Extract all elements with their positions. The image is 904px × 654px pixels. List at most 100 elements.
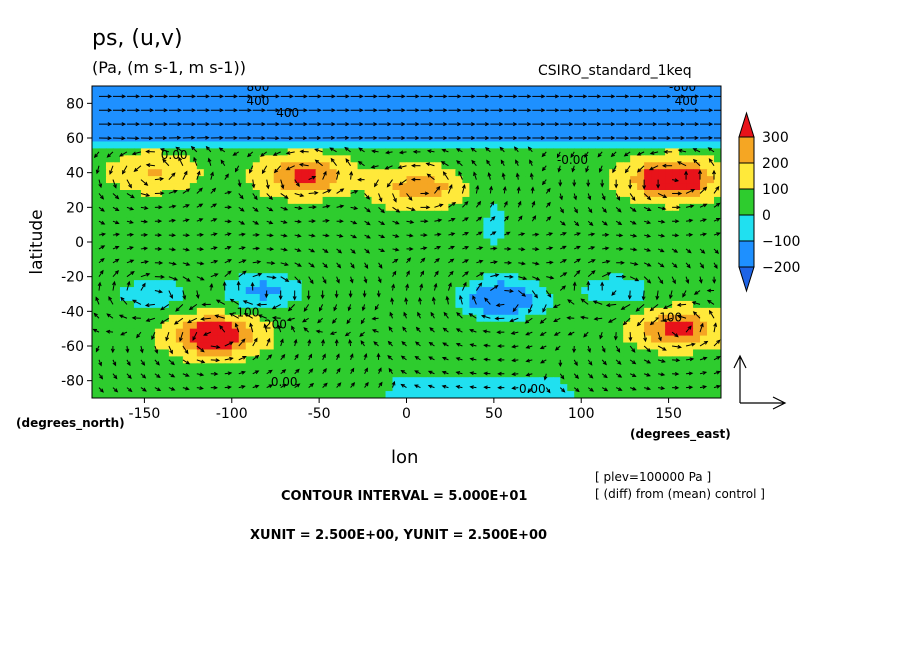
field-cell [287,273,296,281]
field-cell [630,363,638,371]
wind-arrow [322,189,332,194]
field-cell [259,141,268,149]
field-cell [259,273,268,281]
field-cell [525,252,533,260]
field-cell [490,169,498,177]
field-cell [119,266,128,274]
field-cell [203,238,212,247]
field-cell [707,273,715,281]
field-cell [497,377,505,385]
field-cell [217,245,226,253]
field-cell [630,356,638,364]
wind-arrow [524,317,533,324]
field-cell [322,245,331,253]
field-cell [672,294,680,302]
field-cell [679,273,687,281]
field-cell [413,141,422,149]
field-cell [203,113,212,122]
field-cell [518,370,526,378]
wind-arrow [529,172,534,180]
wind-arrow [615,345,621,353]
field-cell [518,300,526,309]
wind-arrow [238,232,246,237]
field-cell [294,238,303,247]
wind-arrow [434,94,448,99]
field-cell [609,391,617,398]
field-cell [273,231,282,240]
field-cell [455,328,464,337]
field-cell [210,294,219,302]
field-cell [532,377,540,385]
wind-arrow [490,122,504,127]
field-cell [574,203,582,212]
field-cell [602,307,610,316]
field-cell [525,328,533,337]
field-cell [392,169,401,177]
field-cell [182,307,191,316]
field-cell [245,328,254,337]
field-cell [119,280,128,288]
field-cell [539,349,547,357]
field-cell [665,196,673,205]
field-cell [462,391,470,398]
field-cell [700,335,708,344]
field-cell [581,210,589,219]
wind-arrow [249,165,254,174]
field-cell [539,99,547,108]
wind-arrow [377,367,382,374]
wind-arrow [426,149,435,154]
field-cell [602,342,610,351]
wind-arrow [676,314,687,319]
field-cell [679,321,687,330]
wind-arrow [294,276,302,284]
field-cell [399,169,408,177]
field-cell [245,300,254,309]
field-cell [616,224,624,233]
field-cell [525,224,533,233]
field-cell [189,273,198,281]
field-cell [154,169,163,177]
field-cell [308,238,317,247]
field-cell [133,141,142,149]
field-cell [497,349,505,357]
field-cell [168,196,177,205]
field-cell [546,176,554,184]
wind-arrow [616,108,630,113]
field-cell [392,314,401,323]
field-cell [294,300,303,309]
wind-arrow [672,205,681,210]
field-cell [126,328,135,337]
field-cell [308,162,317,170]
field-cell [399,162,408,170]
field-cell [322,314,331,323]
wind-arrow [588,246,596,250]
field-cell [490,363,498,371]
field-cell [609,141,617,149]
field-cell [546,280,554,288]
field-cell [672,141,680,149]
wind-arrow [420,257,426,264]
field-cell [210,127,219,136]
field-cell [462,127,470,136]
field-cell [301,245,310,253]
field-cell [602,321,610,330]
field-cell [686,342,694,351]
field-cell [567,280,575,288]
field-cell [336,356,345,364]
field-cell [399,328,408,337]
wind-arrow [496,330,505,335]
field-cell [385,349,394,357]
field-cell [455,217,464,226]
field-cell [105,231,114,240]
field-cell [623,141,631,149]
field-cell [315,210,324,219]
field-cell [182,141,191,149]
field-cell [420,183,429,191]
field-cell [595,377,603,385]
wind-arrow [614,179,619,189]
field-cell [224,391,233,398]
wind-arrow [657,248,665,253]
field-cell [560,363,568,371]
field-cell [119,203,128,212]
field-cell [294,169,303,177]
